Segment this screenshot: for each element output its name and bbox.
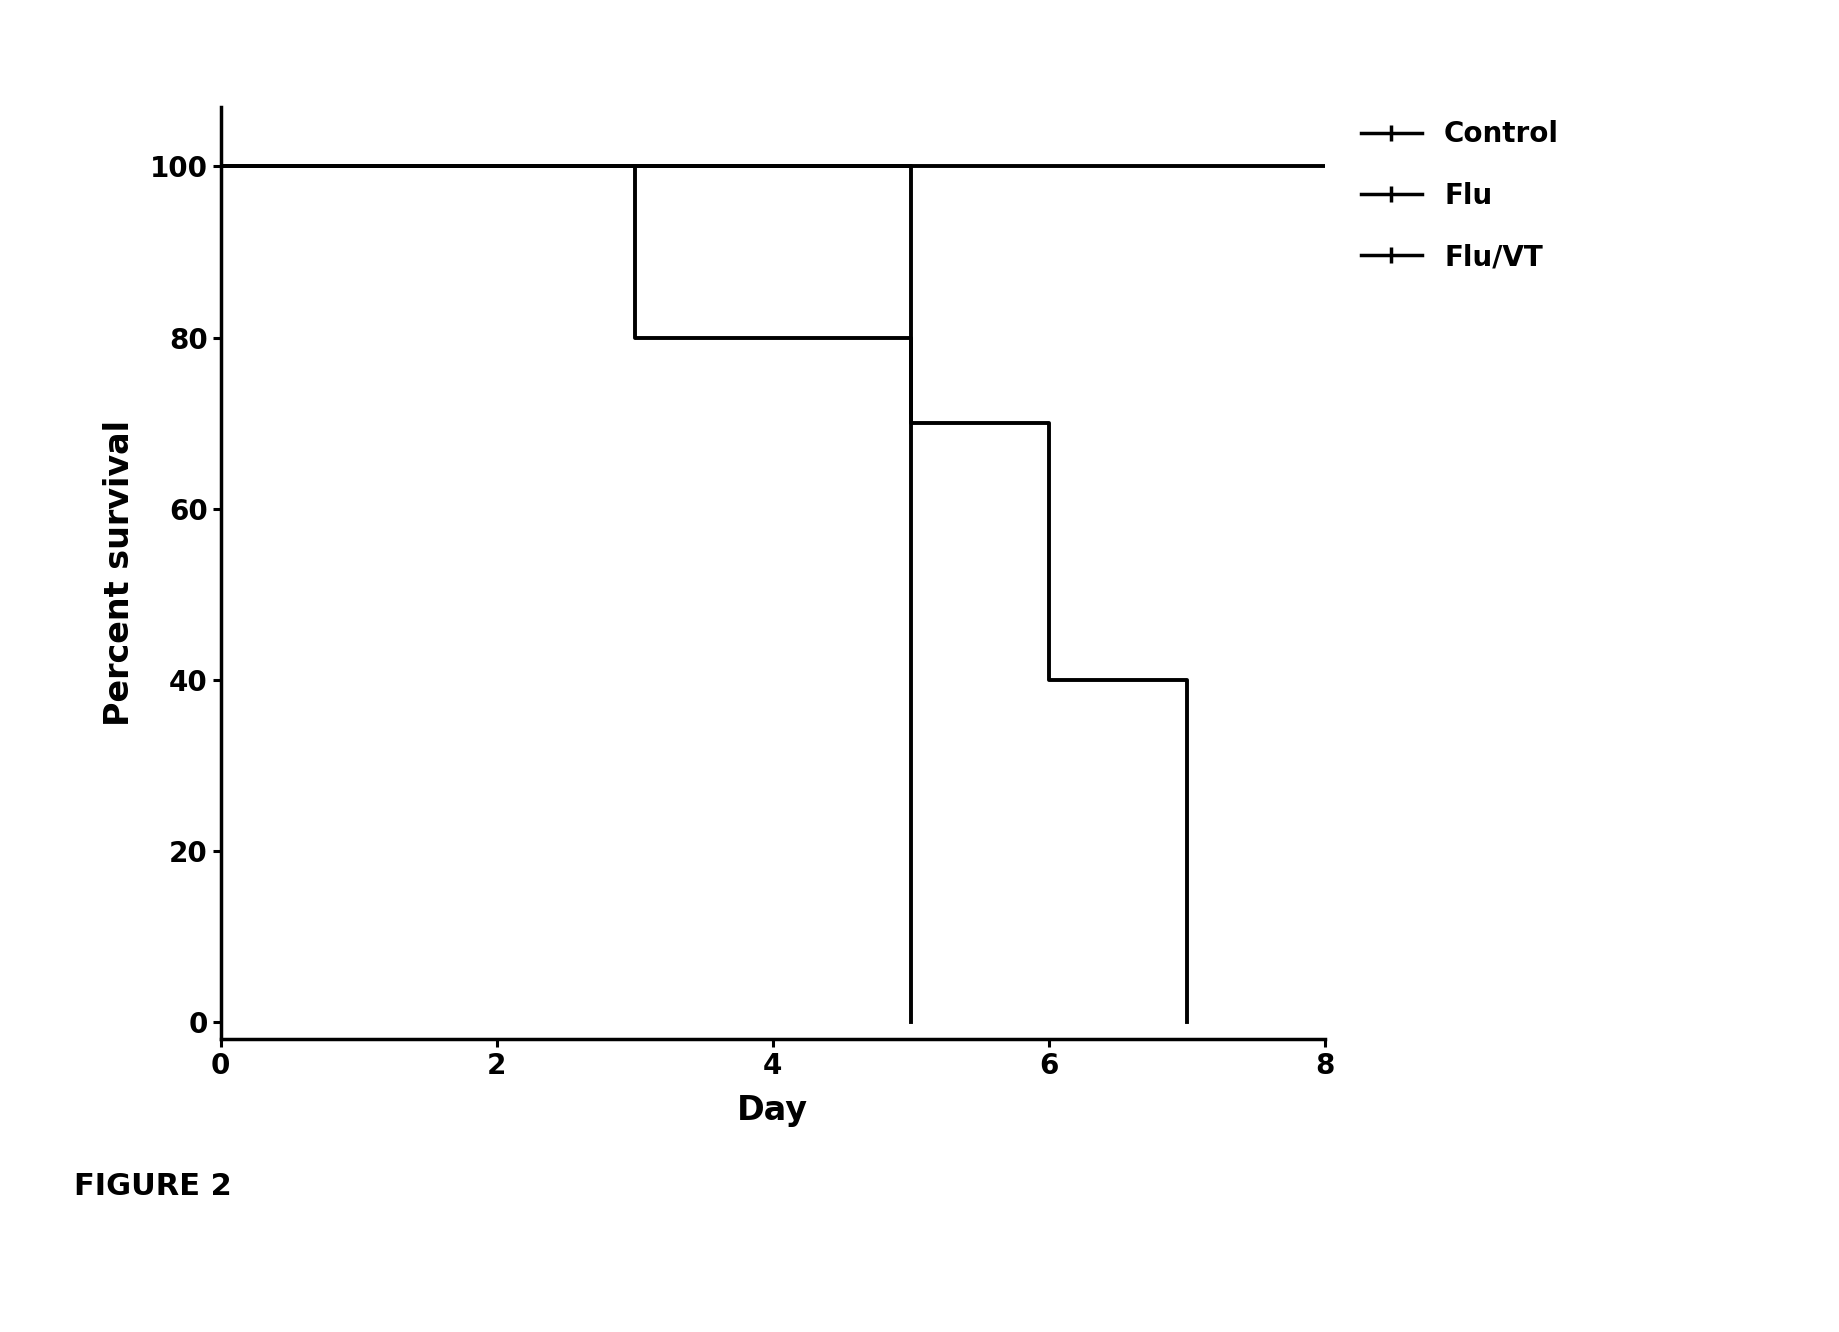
X-axis label: Day: Day: [737, 1094, 807, 1127]
Y-axis label: Percent survival: Percent survival: [103, 420, 136, 726]
Text: FIGURE 2: FIGURE 2: [74, 1172, 232, 1201]
Legend: Control, Flu, Flu/VT: Control, Flu, Flu/VT: [1361, 120, 1558, 272]
